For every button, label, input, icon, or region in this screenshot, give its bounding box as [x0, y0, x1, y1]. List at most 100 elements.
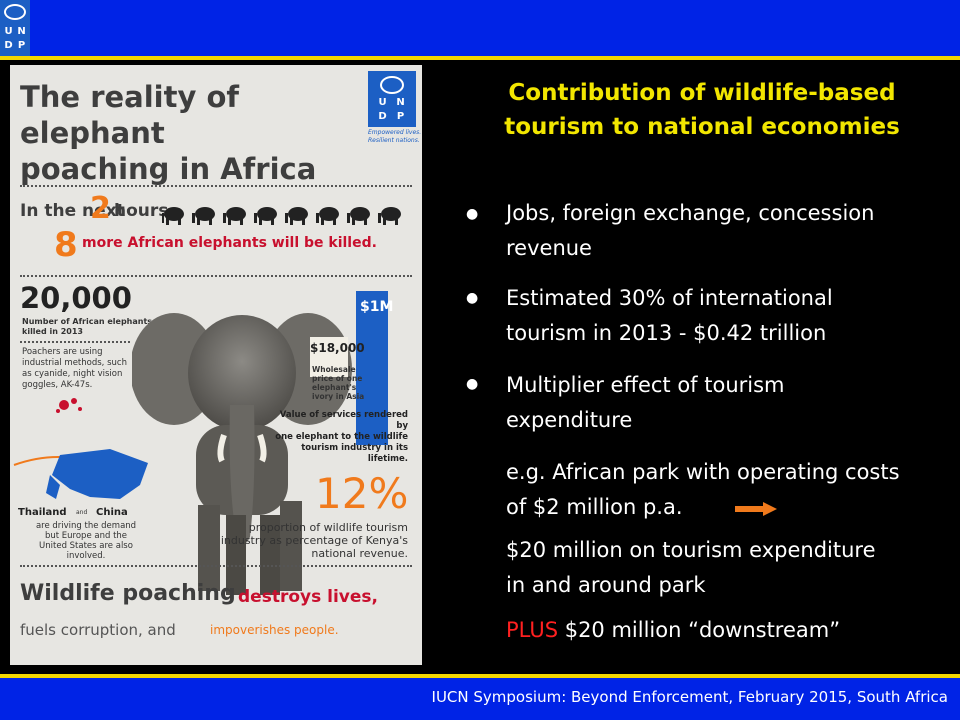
two-hours-number: 2 — [90, 191, 111, 226]
bullet-line: expenditure — [506, 408, 633, 432]
infographic-title-line: poaching in Africa — [20, 152, 317, 186]
wildlife-poaching-text: Wildlife poaching — [20, 581, 236, 606]
infographic-title: The reality of elephant poaching in Afri… — [20, 79, 350, 187]
stat-20000-label: Number of African elephants killed in 20… — [22, 317, 152, 337]
undp-logo: U N D P — [0, 0, 30, 56]
asia-map-icon — [46, 449, 148, 499]
and-label: and — [76, 509, 88, 516]
divider — [20, 341, 130, 343]
downstream-amount: $20 million “downstream” — [558, 618, 841, 642]
header-bar — [0, 0, 960, 56]
tagline-line: Empowered lives. — [368, 129, 422, 136]
poaching-infographic: The reality of elephant poaching in Afri… — [10, 65, 422, 665]
text-line: industrial methods, such — [22, 358, 127, 368]
elephant-icon — [347, 207, 370, 225]
blood-splatter-icon — [56, 398, 82, 413]
twelve-percent-value: 12% — [315, 469, 409, 518]
plus-word: PLUS — [506, 618, 559, 642]
tagline-line: Resilient nations. — [368, 137, 420, 144]
hours-label: hours — [114, 201, 169, 221]
elephant-row — [162, 207, 401, 225]
china-label: China — [96, 507, 128, 518]
proportion-text: proportion of wildlife tourism industry … — [170, 521, 408, 560]
footer-divider — [0, 674, 960, 678]
text-line: Wholesale — [312, 365, 356, 374]
fuels-corruption-text: fuels corruption, and — [20, 621, 176, 639]
bullet-line: Jobs, foreign exchange, concession — [506, 201, 875, 225]
bullet-tourism-share: Estimated 30% of international tourism i… — [506, 281, 946, 351]
impoverishes-text: impoverishes people. — [210, 623, 339, 637]
divider — [20, 565, 412, 567]
wholesale-text: Wholesale price of one elephant's ivory … — [312, 365, 364, 401]
logo-letter-n: N — [17, 26, 26, 37]
right-arrow-icon — [735, 502, 777, 516]
label-line: killed in 2013 — [22, 327, 83, 336]
logo-letter-u: U — [4, 26, 13, 37]
bullet-jobs: Jobs, foreign exchange, concession reven… — [506, 196, 946, 266]
text-line: elephant's — [312, 383, 357, 392]
undp-logo-box: U N D P — [368, 71, 416, 127]
divider — [20, 185, 412, 187]
logo-letter-d: D — [4, 40, 13, 51]
elephant-icon — [162, 207, 184, 225]
example-line: of $2 million p.a. — [506, 495, 683, 519]
text-line: goggles, AK-47s. — [22, 380, 93, 390]
example-line: e.g. African park with operating costs — [506, 460, 900, 484]
elephant-icon — [378, 207, 401, 225]
will-be-killed-text: more African elephants will be killed. — [82, 235, 377, 251]
bullet-dot-icon: ● — [466, 290, 479, 306]
text-line: tourism industry in its lifetime. — [301, 443, 408, 464]
text-line: ivory in Asia — [312, 392, 365, 401]
text-line: national revenue. — [311, 547, 408, 560]
destroys-lives-text: destroys lives, — [238, 587, 378, 607]
label-line: Number of African elephants — [22, 317, 153, 326]
bullet-line: Estimated 30% of international — [506, 286, 833, 310]
text-line: Poachers are using — [22, 347, 103, 357]
expenditure-text: $20 million on tourism expenditure in an… — [506, 533, 951, 603]
logo-letter-p: P — [396, 111, 405, 122]
demand-text: are driving the demand but Europe and th… — [30, 521, 142, 561]
text-line: proportion of wildlife tourism — [248, 521, 408, 534]
bullet-multiplier: Multiplier effect of tourism expenditure — [506, 368, 946, 438]
divider — [20, 275, 412, 277]
logo-letter-p: P — [17, 40, 26, 51]
bullet-line: tourism in 2013 - $0.42 trillion — [506, 321, 827, 345]
downstream-text: PLUS $20 million “downstream” — [506, 613, 951, 648]
one-million-bar — [356, 291, 388, 445]
heading-line: Contribution of wildlife-based — [508, 80, 896, 106]
one-million-value: $1M — [360, 299, 394, 315]
undp-emblem-icon — [4, 4, 26, 20]
logo-letter-d: D — [378, 111, 387, 122]
elephant-icon — [223, 207, 246, 225]
text-line: one elephant to the wildlife — [275, 432, 408, 442]
header-divider — [0, 56, 960, 60]
text-line: United States are also — [39, 541, 133, 551]
infographic-title-line: The reality of elephant — [20, 80, 240, 150]
eight-number: 8 — [54, 225, 78, 265]
example-text: e.g. African park with operating costs o… — [506, 455, 951, 525]
expenditure-line: $20 million on tourism expenditure — [506, 538, 876, 562]
elephant-icon — [285, 207, 308, 225]
text-line: as cyanide, night vision — [22, 369, 123, 379]
elephant-icon — [316, 207, 339, 225]
footer-bar: IUCN Symposium: Beyond Enforcement, Febr… — [0, 678, 960, 720]
slide-heading: Contribution of wildlife-based tourism t… — [462, 76, 942, 144]
bullet-line: revenue — [506, 236, 592, 260]
thailand-label: Thailand — [18, 507, 67, 518]
text-line: but Europe and the — [44, 531, 128, 541]
bullet-dot-icon: ● — [466, 376, 479, 392]
text-line: Value of services rendered by — [279, 410, 408, 431]
text-line: involved. — [66, 551, 106, 561]
undp-emblem-icon — [380, 76, 404, 94]
bullet-line: Multiplier effect of tourism — [506, 373, 785, 397]
logo-letter-n: N — [396, 97, 405, 108]
eighteen-thousand-value: $18,000 — [310, 341, 365, 355]
footer-text: IUCN Symposium: Beyond Enforcement, Febr… — [431, 688, 948, 706]
elephant-icon — [192, 207, 215, 225]
text-line: are driving the demand — [35, 521, 137, 531]
text-line: price of one — [312, 374, 363, 383]
text-line: industry as percentage of Kenya's — [220, 534, 408, 547]
logo-letter-u: U — [378, 97, 387, 108]
undp-tagline: Empowered lives. Resilient nations. — [368, 129, 422, 145]
eighteen-thousand-box — [310, 337, 348, 377]
